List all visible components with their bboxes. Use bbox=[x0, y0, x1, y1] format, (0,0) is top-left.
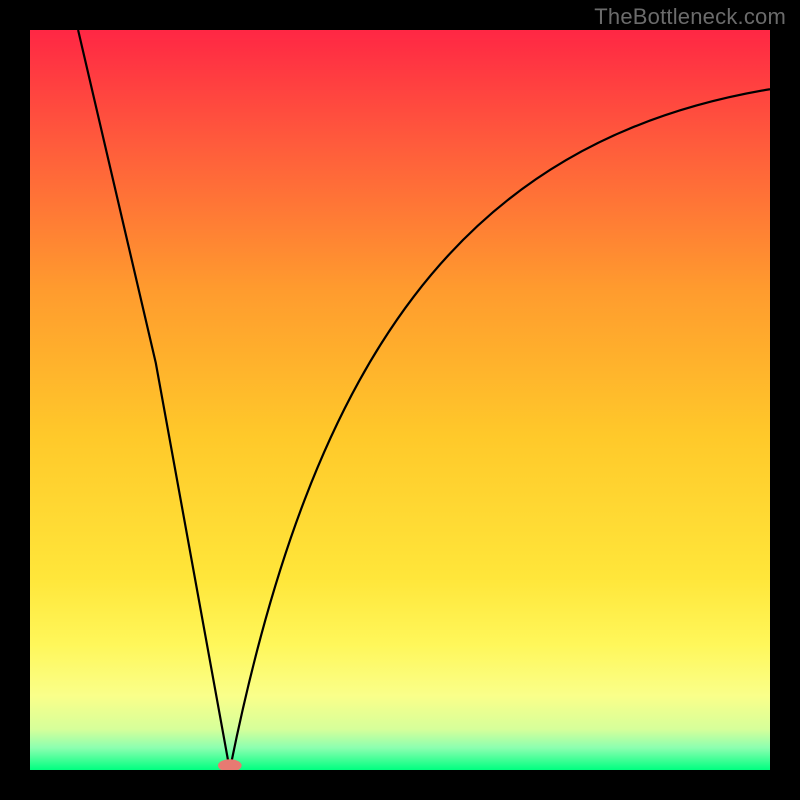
plot-area bbox=[30, 30, 770, 770]
watermark-text: TheBottleneck.com bbox=[594, 4, 786, 30]
curve-layer bbox=[30, 30, 770, 770]
vertex-marker bbox=[218, 759, 242, 770]
bottleneck-curve bbox=[78, 30, 770, 770]
